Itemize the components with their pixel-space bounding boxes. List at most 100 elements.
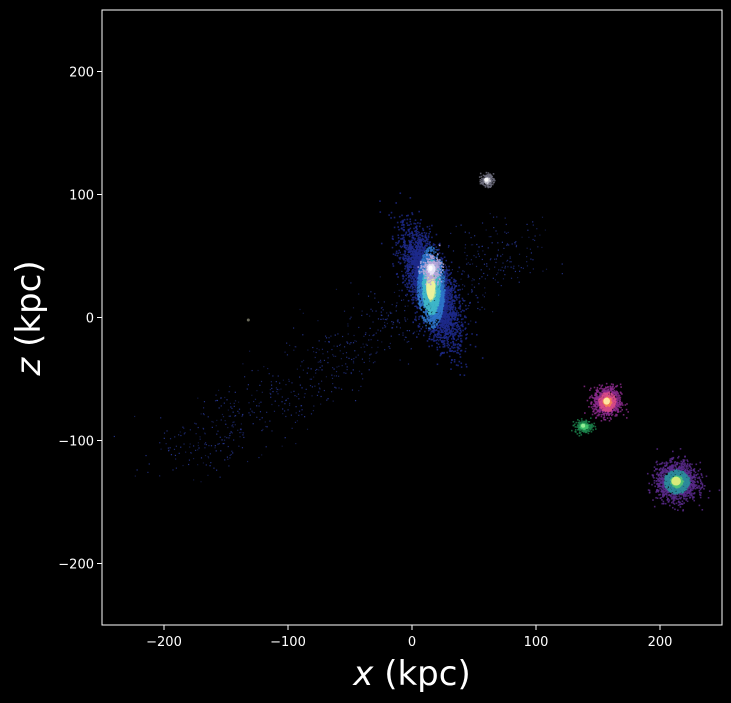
density-pixel: [410, 262, 413, 265]
density-pixel: [422, 227, 424, 230]
stream-particle: [182, 464, 184, 467]
stream-particle: [389, 311, 391, 313]
density-pixel: [413, 258, 416, 260]
density-pixel: [438, 280, 441, 282]
density-pixel: [459, 329, 462, 332]
stream-particle: [465, 258, 468, 260]
density-pixel: [414, 318, 416, 321]
density-pixel: [434, 312, 437, 315]
density-pixel: [424, 247, 427, 249]
density-pixel: [410, 245, 413, 248]
density-pixel: [440, 352, 442, 355]
density-pixel: [457, 312, 460, 314]
stream-particle: [501, 241, 503, 243]
density-pixel: [450, 300, 453, 302]
density-pixel: [438, 333, 441, 336]
stream-particle: [485, 229, 487, 231]
density-pixel: [420, 255, 422, 258]
density-pixel: [418, 296, 421, 298]
density-pixel: [450, 341, 452, 344]
stream-particle: [318, 369, 320, 371]
density-pixel: [442, 346, 445, 348]
stream-particle: [386, 322, 388, 325]
stream-particle: [327, 357, 329, 359]
stream-particle: [271, 403, 273, 406]
density-pixel: [454, 343, 457, 346]
stream-particle: [478, 246, 480, 248]
density-pixel: [458, 300, 461, 303]
density-pixel: [442, 315, 444, 318]
density-pixel: [402, 257, 404, 260]
density-pixel: [428, 312, 431, 314]
density-pixel: [422, 303, 424, 306]
density-pixel: [397, 234, 400, 237]
stream-particle: [418, 307, 420, 309]
stream-particle: [481, 276, 483, 278]
density-pixel: [408, 228, 411, 231]
stream-particle: [282, 379, 285, 381]
density-pixel: [421, 263, 424, 266]
density-pixel: [402, 234, 404, 237]
density-pixel: [450, 320, 452, 323]
stream-particle: [215, 425, 217, 427]
density-pixel: [424, 320, 426, 323]
stream-particle: [477, 250, 479, 252]
density-pixel: [421, 260, 424, 263]
density-pixel: [431, 314, 433, 317]
density-pixel: [447, 274, 449, 277]
density-pixel: [395, 273, 398, 276]
density-pixel: [452, 322, 455, 325]
stream-particle: [222, 443, 224, 445]
density-pixel: [420, 243, 422, 246]
stream-particle: [415, 317, 417, 319]
density-pixel: [445, 266, 448, 268]
stream-particle: [265, 446, 267, 448]
density-pixel: [459, 304, 462, 307]
stream-particle: [326, 351, 329, 353]
stream-particle: [246, 460, 249, 463]
stream-particle: [211, 420, 213, 423]
density-pixel: [426, 340, 429, 342]
density-pixel: [426, 226, 429, 228]
stream-particle: [295, 442, 297, 445]
stream-particle: [387, 315, 389, 317]
density-pixel: [458, 294, 460, 297]
density-pixel: [439, 338, 441, 341]
density-pixel: [415, 299, 418, 302]
density-pixel: [395, 244, 398, 246]
density-pixel: [447, 269, 450, 272]
density-pixel: [454, 281, 457, 283]
density-pixel: [451, 303, 453, 306]
stream-particle: [361, 314, 363, 317]
density-pixel: [422, 229, 425, 232]
density-pixel: [427, 298, 429, 301]
stream-particle: [244, 376, 246, 378]
density-pixel: [451, 301, 454, 304]
density-pixel: [445, 284, 447, 286]
density-pixel: [444, 316, 447, 318]
density-pixel: [458, 325, 460, 328]
density-pixel: [446, 306, 448, 308]
density-pixel: [422, 253, 424, 255]
density-pixel: [452, 342, 455, 345]
density-pixel: [430, 338, 433, 341]
density-pixel: [421, 288, 424, 291]
stream-particle: [395, 310, 397, 312]
density-pixel: [448, 317, 450, 319]
density-pixel: [418, 257, 421, 260]
density-pixel: [404, 250, 407, 253]
stream-particle: [331, 348, 333, 351]
stream-particle: [321, 369, 323, 371]
density-pixel: [401, 214, 403, 217]
density-pixel: [448, 280, 451, 282]
stream-particle: [544, 229, 546, 231]
density-pixel: [457, 289, 459, 292]
stream-particle: [483, 263, 486, 265]
stream-particle: [216, 469, 218, 471]
density-pixel: [392, 263, 394, 265]
density-pixel: [419, 242, 421, 245]
density-pixel: [411, 235, 414, 237]
density-pixel: [417, 234, 420, 237]
stream-particle: [183, 443, 185, 445]
stream-particle: [341, 388, 343, 390]
